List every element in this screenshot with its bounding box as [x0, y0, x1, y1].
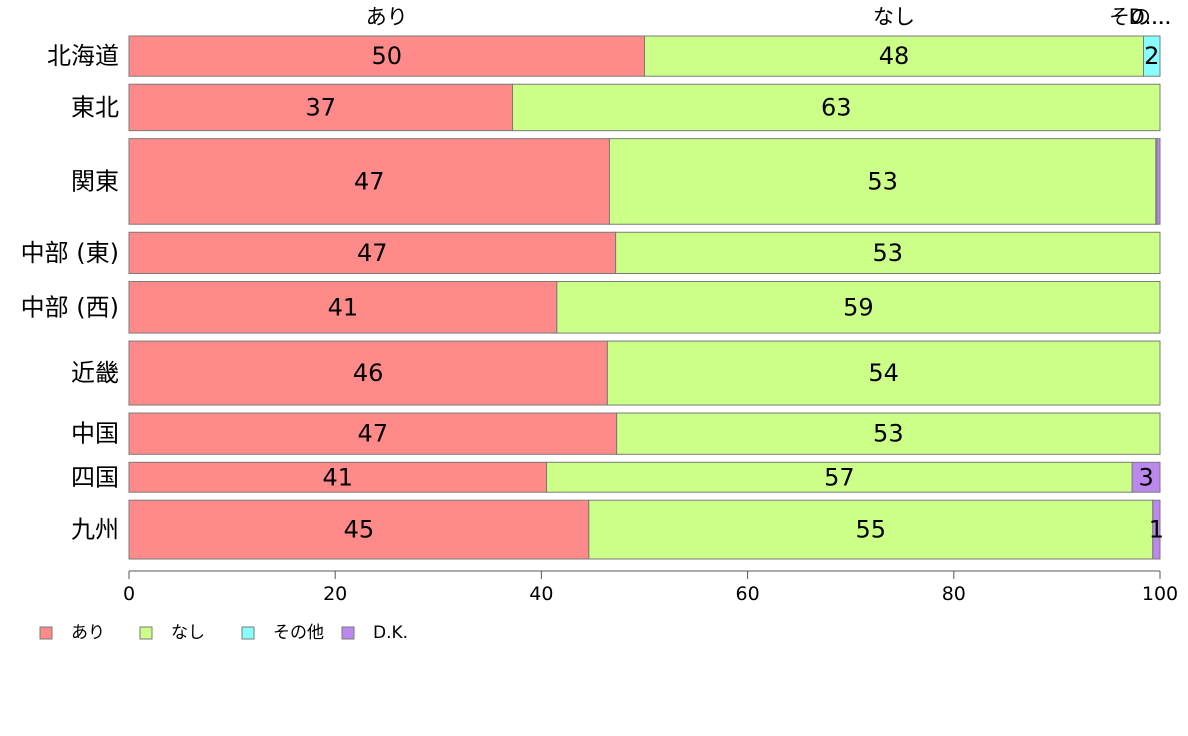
- legend: あり なし その他 D.K.: [39, 623, 408, 643]
- bar-segment: [644, 35, 1145, 77]
- legend-label: あり: [71, 623, 105, 643]
- category-label: 近畿: [71, 359, 119, 387]
- top-series-label: なし: [873, 5, 915, 29]
- data-label: 59: [843, 293, 874, 321]
- data-label: 48: [879, 42, 910, 70]
- bar-segment: [128, 499, 590, 560]
- data-label: 1: [1149, 516, 1164, 544]
- bar-segment: [1143, 35, 1161, 77]
- x-tick-label: 80: [942, 583, 966, 605]
- category-label: 関東: [71, 167, 119, 195]
- bar-segment: [128, 35, 645, 77]
- data-label: 37: [305, 93, 336, 121]
- bar-segment: [1152, 499, 1161, 560]
- data-label: 41: [323, 463, 354, 491]
- data-label: 54: [868, 359, 899, 387]
- data-label: 57: [824, 463, 855, 491]
- data-label: 55: [856, 516, 887, 544]
- bar-segment: [556, 281, 1161, 334]
- legend-label: その他: [273, 623, 324, 643]
- category-label: 中部 (東): [21, 239, 119, 267]
- bar-segment: [1131, 461, 1161, 493]
- data-label: 47: [354, 167, 385, 195]
- x-tick-label: 40: [529, 583, 553, 605]
- bar-segment: [512, 83, 1161, 132]
- bar-segment: [128, 281, 558, 334]
- bar-segment: [1156, 138, 1161, 225]
- bar-segment: [128, 340, 608, 406]
- legend-swatch: [139, 626, 153, 640]
- data-label: 53: [873, 239, 904, 267]
- data-label: 41: [328, 293, 359, 321]
- top-series-label: その...: [1109, 5, 1171, 29]
- top-series-labels: あり なし その...D....: [366, 5, 1172, 29]
- data-label: 47: [358, 420, 389, 448]
- x-tick-label: 60: [736, 583, 760, 605]
- bar-segment: [616, 412, 1161, 455]
- category-label: 九州: [71, 516, 119, 544]
- legend-swatch: [241, 626, 255, 640]
- x-tick-label: 20: [323, 583, 347, 605]
- data-label: 53: [867, 167, 898, 195]
- category-label: 東北: [71, 93, 119, 121]
- bar-segment: [606, 340, 1161, 406]
- x-tick-label: 0: [123, 583, 135, 605]
- data-label: 2: [1144, 42, 1159, 70]
- x-axis: 0 20 40 60 80 100: [123, 570, 1178, 605]
- category-label: 中国: [71, 420, 119, 448]
- data-label: 50: [371, 42, 402, 70]
- x-tick-label: 100: [1142, 583, 1178, 605]
- bar-segment: [128, 412, 618, 455]
- legend-label: なし: [171, 623, 205, 643]
- bar-segment: [608, 138, 1157, 225]
- legend-label: D.K.: [373, 623, 408, 643]
- data-label: 53: [873, 420, 904, 448]
- data-label: 3: [1138, 463, 1153, 491]
- top-series-label: D....: [1129, 5, 1172, 29]
- bar-segment: [588, 499, 1154, 560]
- bar-segment: [615, 231, 1161, 275]
- legend-swatch: [39, 626, 53, 640]
- data-label: 45: [344, 516, 375, 544]
- top-series-label: あり: [366, 5, 408, 29]
- data-label: 47: [357, 239, 388, 267]
- data-label: 63: [821, 93, 852, 121]
- category-label: 北海道: [47, 42, 119, 70]
- bar-segment: [128, 138, 610, 225]
- data-label: 46: [353, 359, 384, 387]
- bar-segment: [128, 231, 617, 275]
- bar-segment: [546, 461, 1133, 493]
- plot-area: 50 48 2 37 63 47 53 47 53 41 59 46 54 47 53 41 57 3 45 55 1: [128, 35, 1164, 560]
- legend-swatch: [341, 626, 355, 640]
- category-label: 中部 (西): [21, 293, 119, 321]
- bar-segment: [128, 461, 548, 493]
- category-label: 四国: [71, 463, 119, 491]
